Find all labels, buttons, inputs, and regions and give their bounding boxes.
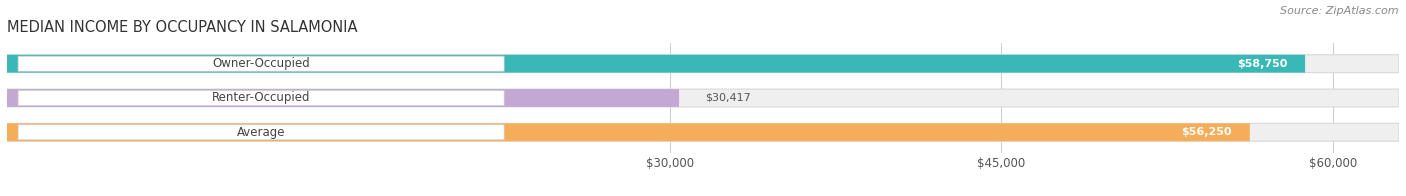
FancyBboxPatch shape <box>7 123 1399 141</box>
FancyBboxPatch shape <box>7 123 1250 141</box>
Text: Owner-Occupied: Owner-Occupied <box>212 57 309 70</box>
Text: MEDIAN INCOME BY OCCUPANCY IN SALAMONIA: MEDIAN INCOME BY OCCUPANCY IN SALAMONIA <box>7 20 357 35</box>
FancyBboxPatch shape <box>7 55 1305 73</box>
FancyBboxPatch shape <box>7 89 679 107</box>
Text: Average: Average <box>236 126 285 139</box>
FancyBboxPatch shape <box>7 89 1399 107</box>
FancyBboxPatch shape <box>18 125 505 140</box>
Text: Renter-Occupied: Renter-Occupied <box>212 92 311 104</box>
FancyBboxPatch shape <box>7 55 1399 73</box>
Text: $30,417: $30,417 <box>706 93 751 103</box>
FancyBboxPatch shape <box>18 56 505 71</box>
Text: $56,250: $56,250 <box>1181 127 1232 137</box>
FancyBboxPatch shape <box>18 91 505 106</box>
Text: Source: ZipAtlas.com: Source: ZipAtlas.com <box>1281 6 1399 16</box>
Text: $58,750: $58,750 <box>1237 59 1288 69</box>
